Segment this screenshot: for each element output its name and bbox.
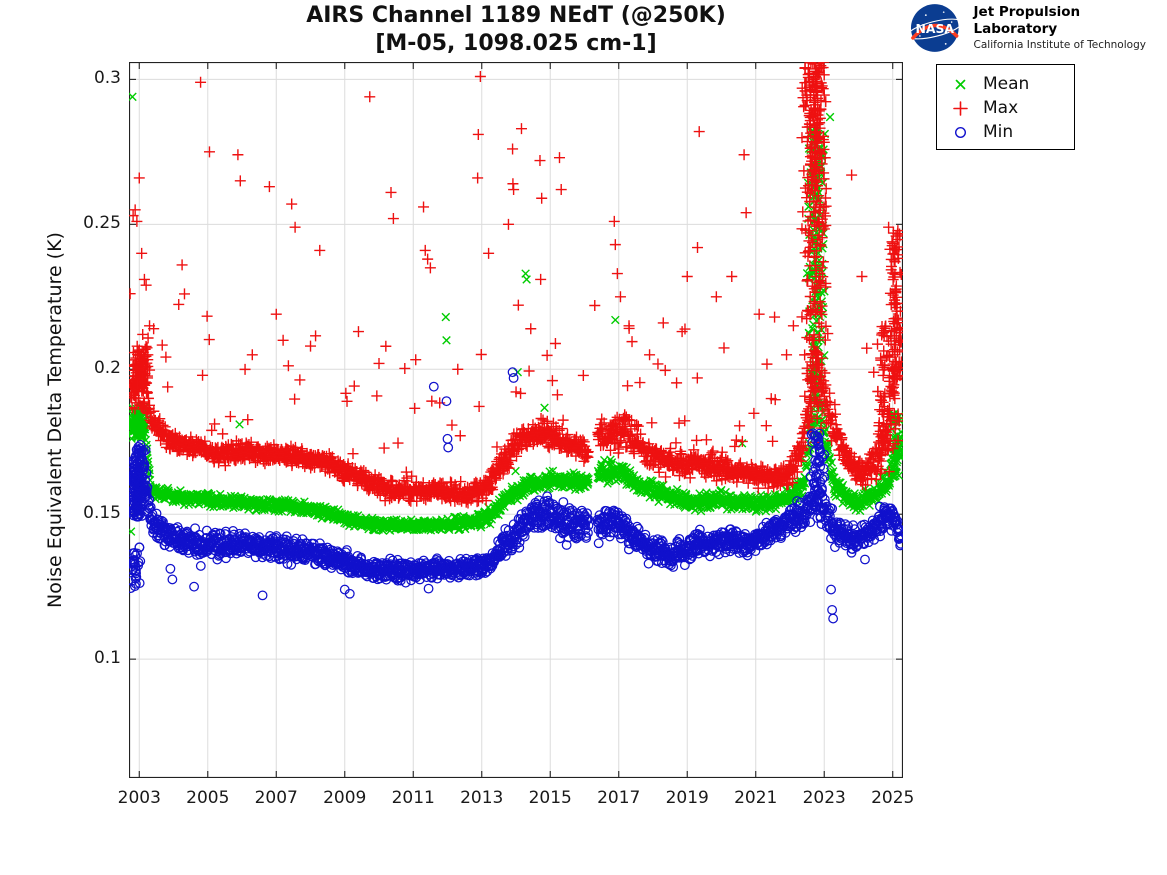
x-tick-label: 2013 [460,788,504,808]
legend-item-mean: Mean [937,72,1074,96]
legend-item-min: Min [937,120,1074,144]
max-marker-icon [937,100,983,116]
x-tick-label: 2003 [117,788,161,808]
x-tick-label: 2021 [734,788,778,808]
mean-marker-icon [937,77,983,92]
legend-label: Mean [983,74,1030,94]
chart-title: AIRS Channel 1189 NEdT (@250K) [306,3,726,28]
x-tick-label: 2017 [597,788,641,808]
y-tick-label: 0.3 [93,68,121,89]
x-tick-label: 2025 [871,788,915,808]
chart-subtitle: [M-05, 1098.025 cm-1] [375,31,657,56]
x-tick-label: 2007 [254,788,298,808]
x-tick-label: 2009 [323,788,367,808]
x-tick-label: 2019 [665,788,709,808]
min-marker-icon [937,125,983,140]
y-tick-label: 0.25 [83,213,121,234]
x-tick-label: 2023 [802,788,846,808]
legend: Mean Max Min [936,64,1075,150]
x-tick-label: 2015 [528,788,572,808]
x-tick-label: 2011 [391,788,435,808]
nasa-meatball-icon: NASA [907,4,963,52]
y-tick-label: 0.15 [83,503,121,524]
y-tick-label: 0.1 [93,648,121,669]
legend-label: Min [983,122,1014,142]
legend-item-max: Max [937,96,1074,120]
y-axis-label: Noise Equivalent Delta Temperature (K) [44,232,66,608]
jpl-name: Jet Propulsion Laboratory [973,4,1081,37]
plot-canvas [129,62,903,778]
svg-text:NASA: NASA [916,21,955,36]
jpl-logo-text: Jet Propulsion Laboratory California Ins… [974,4,1167,52]
jpl-subtitle: California Institute of Technology [973,39,1146,51]
x-tick-label: 2005 [186,788,230,808]
jpl-logo: NASA Jet Propulsion Laboratory Californi… [906,2,1167,54]
y-tick-label: 0.2 [93,358,121,379]
legend-label: Max [983,98,1019,118]
